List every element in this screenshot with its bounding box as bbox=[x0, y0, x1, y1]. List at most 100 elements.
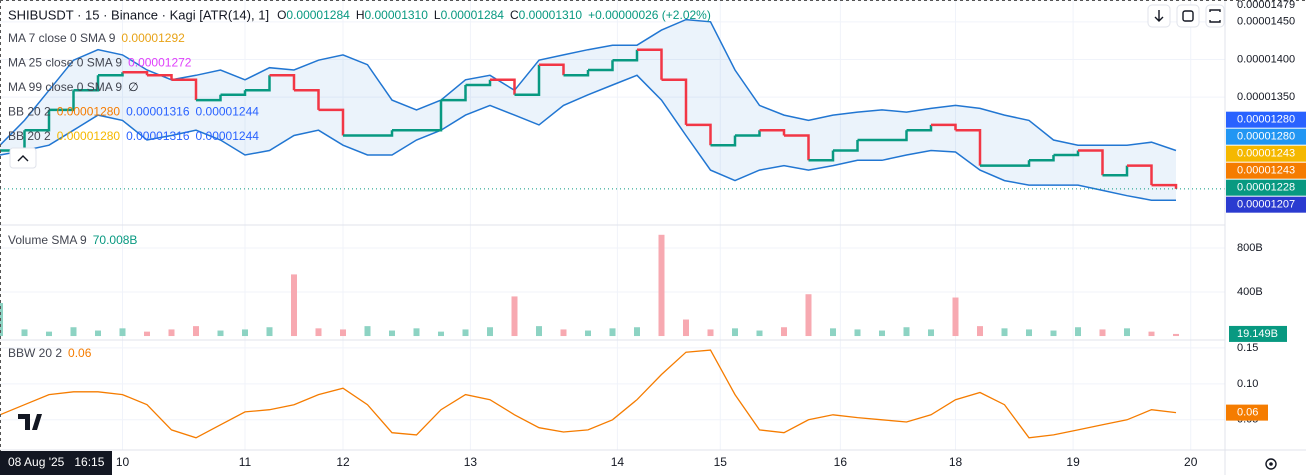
volume-bar bbox=[511, 296, 518, 337]
settings-button[interactable] bbox=[1265, 458, 1277, 470]
y-tick-label: 0.00001479 bbox=[1237, 0, 1295, 11]
volume-bar bbox=[21, 329, 28, 337]
kagi-segment bbox=[24, 109, 51, 132]
volume-bar bbox=[242, 329, 248, 337]
kagi-segment bbox=[661, 78, 688, 125]
kagi-segment bbox=[808, 150, 835, 162]
kagi-segment bbox=[416, 100, 443, 132]
price-badge bbox=[1226, 128, 1306, 145]
indicator-name: MA 99 close 0 SMA 9 bbox=[8, 80, 122, 94]
fullscreen-button[interactable] bbox=[1205, 4, 1225, 28]
kagi-segment bbox=[367, 130, 394, 137]
indicator-name: MA 25 close 0 SMA 9 bbox=[8, 56, 122, 70]
x-tick-label: 18 bbox=[949, 455, 963, 469]
kagi-segment bbox=[171, 78, 198, 101]
kagi-segment bbox=[73, 75, 100, 92]
volume-bar bbox=[217, 330, 224, 337]
time-badge-time: 16:15 bbox=[74, 455, 104, 469]
kagi-segment bbox=[465, 79, 492, 87]
ohlc-key: C bbox=[510, 8, 519, 22]
volume-bar bbox=[854, 329, 861, 337]
y-tick-label: 0.00001350 bbox=[1237, 91, 1295, 103]
volume-bar bbox=[389, 330, 395, 337]
x-tick-label: 13 bbox=[464, 455, 478, 469]
kagi-segment bbox=[196, 94, 222, 102]
kagi-segment bbox=[318, 108, 345, 136]
x-tick-label: 20 bbox=[1184, 455, 1198, 469]
indicator-value: 0.00001244 bbox=[196, 105, 260, 119]
indicator-name: BB 20 2 bbox=[8, 129, 51, 143]
bbw-line bbox=[0, 349, 1177, 439]
time-badge-date: 08 Aug '25 bbox=[8, 455, 65, 469]
kagi-segment bbox=[514, 64, 541, 97]
collapse-legend-button[interactable] bbox=[9, 147, 37, 169]
kagi-segment bbox=[686, 123, 712, 146]
indicator-name: MA 7 close 0 SMA 9 bbox=[8, 31, 116, 45]
ohlc-key: L bbox=[434, 8, 441, 22]
volume-bar bbox=[805, 294, 812, 337]
volume-bar bbox=[683, 319, 689, 337]
ohlc-value: 0.00001284 bbox=[441, 8, 505, 22]
volume-bar bbox=[560, 329, 567, 337]
maximize-button[interactable] bbox=[1176, 4, 1200, 28]
grid-layer bbox=[0, 0, 1225, 450]
indicator-value: 0.00001316 bbox=[126, 129, 190, 143]
volume-bar bbox=[1026, 329, 1032, 337]
y-tick-label: 0.15 bbox=[1237, 342, 1258, 354]
kagi-segment bbox=[1151, 183, 1178, 189]
time-badge bbox=[0, 451, 112, 475]
kagi-segment bbox=[220, 90, 247, 97]
volume-bar bbox=[1173, 333, 1179, 337]
tradingview-logo bbox=[18, 414, 42, 430]
price-badge bbox=[1226, 196, 1306, 213]
scroll-down-button[interactable] bbox=[1147, 4, 1171, 28]
kagi-segment bbox=[637, 48, 663, 80]
indicator-value: 0.00001316 bbox=[126, 105, 190, 119]
volume-bar bbox=[487, 327, 493, 337]
price-badge-label: 0.00001243 bbox=[1237, 148, 1295, 160]
x-tick-label: 11 bbox=[239, 455, 252, 469]
kagi-segment bbox=[931, 123, 957, 131]
price-badge-label: 0.00001243 bbox=[1237, 165, 1295, 177]
kagi-segment bbox=[539, 63, 565, 76]
volume-bar bbox=[315, 328, 322, 337]
volume-bar bbox=[781, 327, 787, 337]
volume-bar bbox=[193, 326, 199, 337]
price-badge bbox=[1226, 111, 1306, 128]
price-change: +0.00000026 (+2.02%) bbox=[588, 8, 711, 22]
bbw-badge-label: 0.06 bbox=[1237, 407, 1258, 419]
volume-bar bbox=[46, 331, 52, 337]
volume-bar bbox=[462, 329, 469, 337]
kagi-segment bbox=[955, 128, 982, 166]
volume-bar bbox=[340, 329, 346, 337]
volume-bar bbox=[1001, 328, 1008, 337]
volume-bar bbox=[928, 329, 934, 337]
volume-bar bbox=[756, 330, 763, 337]
volume-title: Volume SMA 9 bbox=[8, 233, 87, 247]
volume-legend-value: 70.008B bbox=[93, 233, 138, 247]
y-tick-label: 0.00001450 bbox=[1237, 16, 1295, 28]
kagi-segment bbox=[1004, 160, 1031, 167]
indicator-value: 0.00001280 bbox=[57, 105, 121, 119]
price-badge bbox=[1226, 162, 1306, 179]
indicator-value: 0.00001272 bbox=[128, 56, 192, 70]
y-tick-label: 0.10 bbox=[1237, 378, 1258, 390]
kagi-segment bbox=[588, 60, 614, 72]
price-badge-label: 0.00001280 bbox=[1237, 131, 1295, 143]
bbw-legend-value: 0.06 bbox=[68, 346, 92, 360]
volume-bar bbox=[658, 234, 665, 337]
kagi-segment bbox=[1029, 155, 1055, 162]
indicator-value: 0.00001292 bbox=[121, 31, 185, 45]
indicator-value: 0.00001280 bbox=[57, 129, 121, 143]
volume-bar bbox=[95, 330, 101, 337]
kagi-segment bbox=[612, 49, 639, 62]
price-badge bbox=[1226, 179, 1306, 196]
volume-bar bbox=[952, 297, 959, 337]
kagi-segment bbox=[441, 85, 467, 102]
ohlc-key: H bbox=[356, 8, 365, 22]
kagi-segment bbox=[147, 74, 173, 80]
kagi-segment bbox=[294, 89, 320, 110]
kagi-segment bbox=[906, 124, 933, 132]
ohlc-value: 0.00001310 bbox=[519, 8, 583, 22]
